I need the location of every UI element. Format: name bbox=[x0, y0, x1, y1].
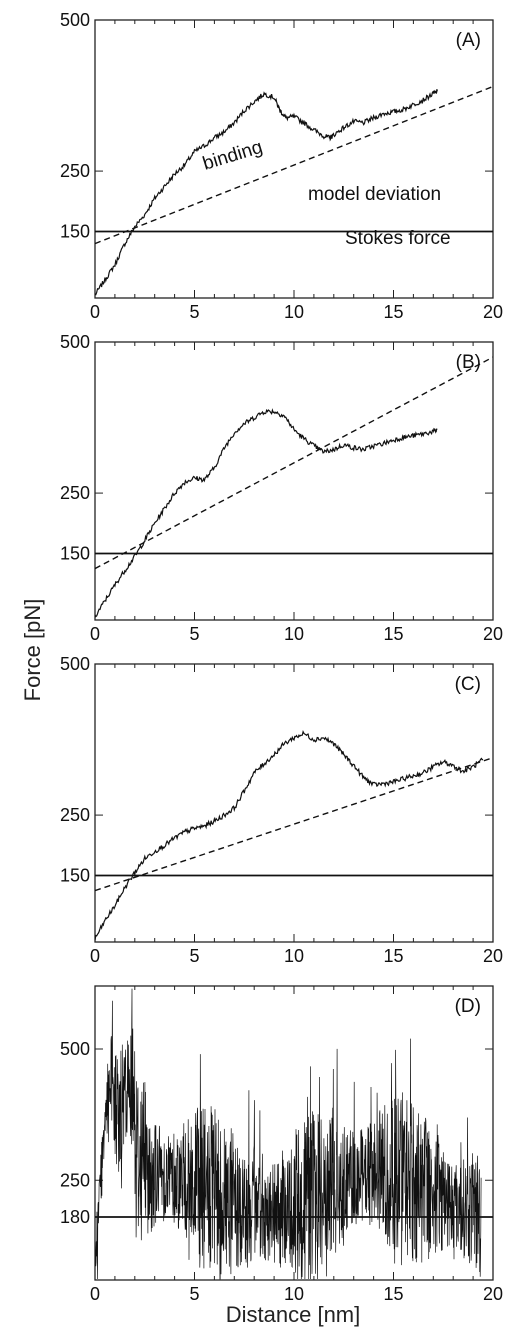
panel-label: (B) bbox=[456, 352, 481, 373]
y-tick-label: 250 bbox=[60, 805, 90, 825]
x-tick-label: 10 bbox=[284, 624, 304, 644]
annotation-model-deviation: model deviation bbox=[308, 184, 441, 205]
plot-frame bbox=[94, 19, 494, 299]
x-axis-title: Distance [nm] bbox=[226, 1302, 361, 1327]
y-tick-label: 500 bbox=[60, 332, 90, 352]
plot-frame bbox=[94, 663, 494, 943]
x-tick-label: 5 bbox=[189, 946, 199, 966]
y-tick-label: 500 bbox=[60, 10, 90, 30]
panel-4: 0 5 10 15 20 180 250 500 (D) bbox=[60, 985, 503, 1304]
x-tick-label: 20 bbox=[483, 946, 503, 966]
y-tick-label: 250 bbox=[60, 161, 90, 181]
x-tick-label: 10 bbox=[284, 1284, 304, 1304]
series-model-fit bbox=[95, 85, 493, 245]
panel-label: (C) bbox=[455, 674, 481, 695]
x-tick-label: 0 bbox=[90, 1284, 100, 1304]
plot-frame bbox=[94, 341, 494, 621]
x-tick-label: 5 bbox=[189, 1284, 199, 1304]
annotation-Stokes-force: Stokes force bbox=[345, 228, 451, 249]
y-tick-label: 500 bbox=[60, 654, 90, 674]
series-model-fit bbox=[95, 356, 493, 570]
x-tick-label: 20 bbox=[483, 302, 503, 322]
x-tick-label: 5 bbox=[189, 624, 199, 644]
x-tick-label: 20 bbox=[483, 624, 503, 644]
panel-label: (D) bbox=[455, 996, 481, 1017]
y-tick-label: 500 bbox=[60, 1039, 90, 1059]
series-force-trace bbox=[95, 729, 484, 941]
y-tick-label: 250 bbox=[60, 1170, 90, 1190]
x-tick-label: 15 bbox=[383, 302, 403, 322]
x-tick-label: 10 bbox=[284, 946, 304, 966]
series-force-trace bbox=[95, 408, 438, 618]
series-force-trace bbox=[95, 89, 438, 296]
x-tick-label: 15 bbox=[383, 624, 403, 644]
panel-3: 0 5 10 15 20 150 250 500 (C) bbox=[60, 654, 503, 966]
y-tick-label: 150 bbox=[60, 222, 90, 242]
y-axis-title: Force [pN] bbox=[20, 599, 45, 702]
x-tick-label: 20 bbox=[483, 1284, 503, 1304]
y-tick-label: 150 bbox=[60, 866, 90, 886]
x-tick-label: 15 bbox=[383, 1284, 403, 1304]
y-tick-label: 250 bbox=[60, 483, 90, 503]
x-tick-label: 10 bbox=[284, 302, 304, 322]
panel-2: 0 5 10 15 20 150 250 500 (B) bbox=[60, 332, 503, 644]
series-noisy-force bbox=[95, 988, 482, 1280]
series-model-fit bbox=[95, 757, 493, 892]
panel-label: (A) bbox=[456, 30, 481, 51]
x-tick-label: 0 bbox=[90, 624, 100, 644]
y-tick-label: 150 bbox=[60, 544, 90, 564]
x-tick-label: 5 bbox=[189, 302, 199, 322]
x-tick-label: 0 bbox=[90, 946, 100, 966]
x-tick-label: 15 bbox=[383, 946, 403, 966]
y-tick-label: 180 bbox=[60, 1207, 90, 1227]
x-tick-label: 0 bbox=[90, 302, 100, 322]
